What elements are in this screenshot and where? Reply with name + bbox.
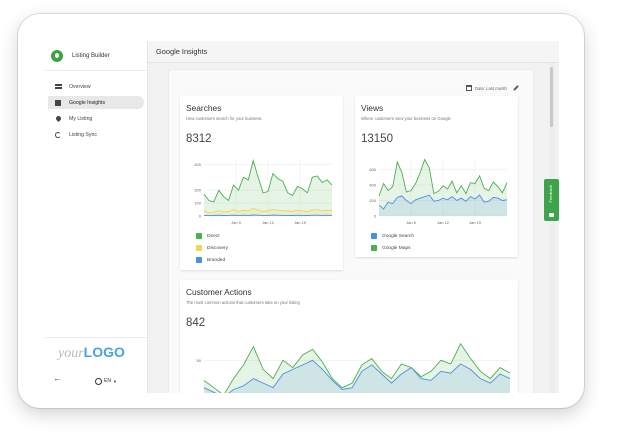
y-tick-label: 400 — [369, 183, 376, 188]
legend-swatch — [196, 245, 202, 251]
x-tick-label: Jan 5 — [231, 220, 242, 225]
legend-swatch — [371, 245, 377, 251]
scrollbar[interactable] — [549, 63, 555, 393]
searches-chart: 0 100 200 400 Jan 5 Jan 12 Jan 19 — [194, 158, 333, 225]
views-title: Views — [361, 103, 384, 113]
partner-logo: yourLOGO — [58, 344, 125, 361]
date-filter-label: Date: Last month — [475, 85, 507, 91]
actions-total: 842 — [186, 317, 206, 329]
main-content: Date: Last month Searches How customers … — [148, 63, 559, 393]
sidebar-item-my-listing[interactable]: My Listing — [48, 112, 144, 125]
series-area — [204, 208, 332, 216]
series-area — [204, 160, 332, 216]
series-area — [379, 195, 507, 216]
sidebar-nav: Overview Google Insights My Listing List… — [45, 71, 147, 141]
y-tick-label: 50 — [197, 358, 202, 363]
sidebar-item-label: Listing Sync — [69, 131, 97, 138]
legend-item[interactable]: Discovery — [196, 245, 228, 251]
views-legend: Google Search Google Maps — [371, 233, 414, 251]
series-line — [203, 207, 333, 214]
x-tick-label: Jan 19 — [294, 220, 307, 225]
sidebar-item-google-insights[interactable]: Google Insights — [48, 96, 144, 109]
series-line — [203, 214, 333, 217]
views-card: Views Where customers view your business… — [355, 96, 518, 257]
caret-down-icon: ▼ — [112, 378, 117, 384]
y-tick-label: 0 — [199, 214, 202, 219]
searches-title: Searches — [186, 103, 222, 113]
y-tick-label: 100 — [194, 201, 201, 206]
sidebar-item-label: My Listing — [69, 115, 93, 122]
y-tick-label: 200 — [194, 188, 201, 193]
partner-logo-area: yourLOGO ← EN ▼ — [45, 337, 148, 393]
x-tick-label: Jan 12 — [437, 220, 450, 225]
searches-total: 8312 — [186, 133, 212, 145]
searches-subtitle: How customers search for your business — [186, 116, 262, 121]
page-header: Google Insights — [148, 41, 559, 63]
app-screen: Listing Builder Overview Google Insights… — [45, 41, 559, 393]
searches-card: Searches How customers search for your b… — [180, 96, 343, 270]
views-total: 13150 — [361, 133, 393, 145]
back-arrow-icon[interactable]: ← — [53, 373, 62, 383]
actions-title: Customer Actions — [186, 287, 252, 297]
page-title: Google Insights — [156, 47, 208, 56]
series-area — [204, 360, 510, 393]
sidebar-item-overview[interactable]: Overview — [48, 80, 144, 93]
calendar-icon — [466, 85, 472, 91]
legend-swatch — [196, 233, 202, 239]
series-area — [379, 159, 507, 216]
series-area — [204, 343, 510, 393]
series-line — [203, 359, 511, 393]
y-tick-label: 0 — [374, 214, 377, 219]
customer-actions-card: Customer Actions The most common actions… — [180, 280, 518, 393]
feedback-icon — [549, 213, 554, 217]
app-name: Listing Builder — [72, 52, 110, 59]
series-line — [378, 158, 508, 197]
y-tick-label: 400 — [194, 162, 201, 167]
y-tick-label: 200 — [369, 198, 376, 203]
actions-subtitle: The most common actions that customers t… — [186, 300, 300, 305]
language-label: EN — [104, 378, 111, 384]
legend-item[interactable]: Direct — [196, 233, 228, 239]
location-pin-icon — [54, 114, 62, 123]
series-line — [203, 342, 511, 393]
sidebar-footer: ← EN ▼ — [45, 373, 148, 387]
scrollbar-thumb[interactable] — [550, 67, 553, 127]
series-line — [378, 194, 508, 210]
edit-pencil-icon[interactable] — [513, 85, 519, 91]
views-chart: 0 200 400 600 Jan 5 Jan 12 Jan 19 — [369, 158, 508, 225]
brand-header: Listing Builder — [45, 41, 147, 71]
sidebar-item-listing-sync[interactable]: Listing Sync — [48, 128, 144, 141]
sidebar: Listing Builder Overview Google Insights… — [45, 41, 148, 393]
insights-icon — [54, 99, 62, 106]
brand-logo-icon — [51, 49, 63, 62]
legend-item[interactable]: Google Search — [371, 233, 414, 239]
legend-item[interactable]: Branded — [196, 257, 228, 263]
feedback-label: Feedback — [548, 185, 553, 203]
language-selector[interactable]: EN ▼ — [95, 377, 117, 385]
date-filter[interactable]: Date: Last month — [466, 85, 519, 91]
actions-chart: 50 — [197, 342, 511, 393]
legend-swatch — [196, 257, 202, 263]
globe-icon — [95, 377, 102, 385]
overview-icon — [54, 83, 62, 90]
feedback-button[interactable]: Feedback — [544, 179, 559, 221]
x-tick-label: Jan 12 — [262, 220, 275, 225]
legend-item[interactable]: Google Maps — [371, 245, 414, 251]
insights-panel: Date: Last month Searches How customers … — [168, 69, 534, 393]
legend-swatch — [371, 233, 377, 239]
y-tick-label: 600 — [369, 167, 376, 172]
x-tick-label: Jan 19 — [469, 220, 482, 225]
x-tick-label: Jan 5 — [406, 220, 417, 225]
views-subtitle: Where customers view your business on Go… — [361, 116, 451, 121]
tablet-frame: Listing Builder Overview Google Insights… — [18, 14, 584, 408]
sync-icon — [54, 131, 62, 138]
sidebar-item-label: Overview — [69, 83, 91, 90]
searches-legend: Direct Discovery Branded — [196, 233, 228, 263]
sidebar-item-label: Google Insights — [69, 99, 106, 106]
series-line — [203, 158, 333, 203]
